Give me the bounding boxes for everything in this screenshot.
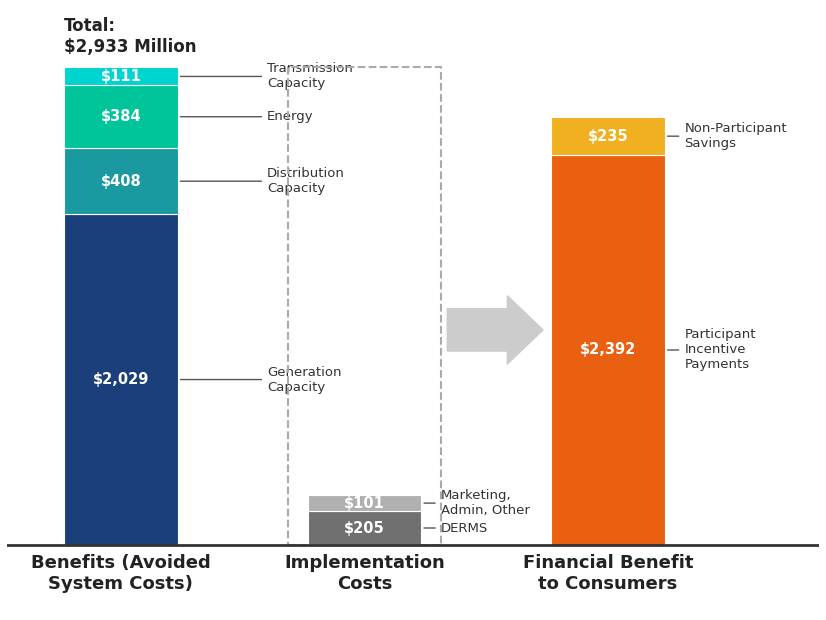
Text: $384: $384	[101, 109, 141, 124]
Bar	[64, 86, 178, 148]
Text: Financial Benefit
to Consumers: Financial Benefit to Consumers	[523, 554, 693, 593]
Bar	[551, 117, 665, 155]
Text: $408: $408	[101, 174, 141, 188]
Text: Generation
Capacity: Generation Capacity	[180, 366, 341, 394]
Text: Total:
$2,933 Million: Total: $2,933 Million	[64, 17, 197, 56]
Text: $235: $235	[587, 129, 629, 144]
FancyArrow shape	[447, 296, 543, 364]
Text: Transmission
Capacity: Transmission Capacity	[180, 63, 353, 91]
Text: $2,392: $2,392	[580, 342, 636, 358]
Text: Non-Participant
Savings: Non-Participant Savings	[667, 122, 787, 150]
Text: Benefits (Avoided
System Costs): Benefits (Avoided System Costs)	[31, 554, 211, 593]
Bar	[551, 155, 665, 545]
Bar	[307, 495, 421, 512]
Text: Implementation
Costs: Implementation Costs	[284, 554, 444, 593]
Text: Distribution
Capacity: Distribution Capacity	[180, 167, 345, 195]
Text: $111: $111	[101, 69, 141, 84]
Text: $205: $205	[344, 521, 385, 536]
Bar	[307, 512, 421, 545]
Bar	[64, 215, 178, 545]
Bar	[64, 68, 178, 86]
Text: DERMS: DERMS	[424, 521, 488, 534]
Text: $2,029: $2,029	[93, 372, 149, 387]
Bar	[288, 68, 441, 545]
Text: Marketing,
Admin, Other: Marketing, Admin, Other	[424, 489, 529, 517]
Text: Energy: Energy	[180, 110, 314, 123]
Text: Participant
Incentive
Payments: Participant Incentive Payments	[667, 329, 756, 371]
Bar	[64, 148, 178, 215]
Text: $101: $101	[344, 495, 385, 511]
